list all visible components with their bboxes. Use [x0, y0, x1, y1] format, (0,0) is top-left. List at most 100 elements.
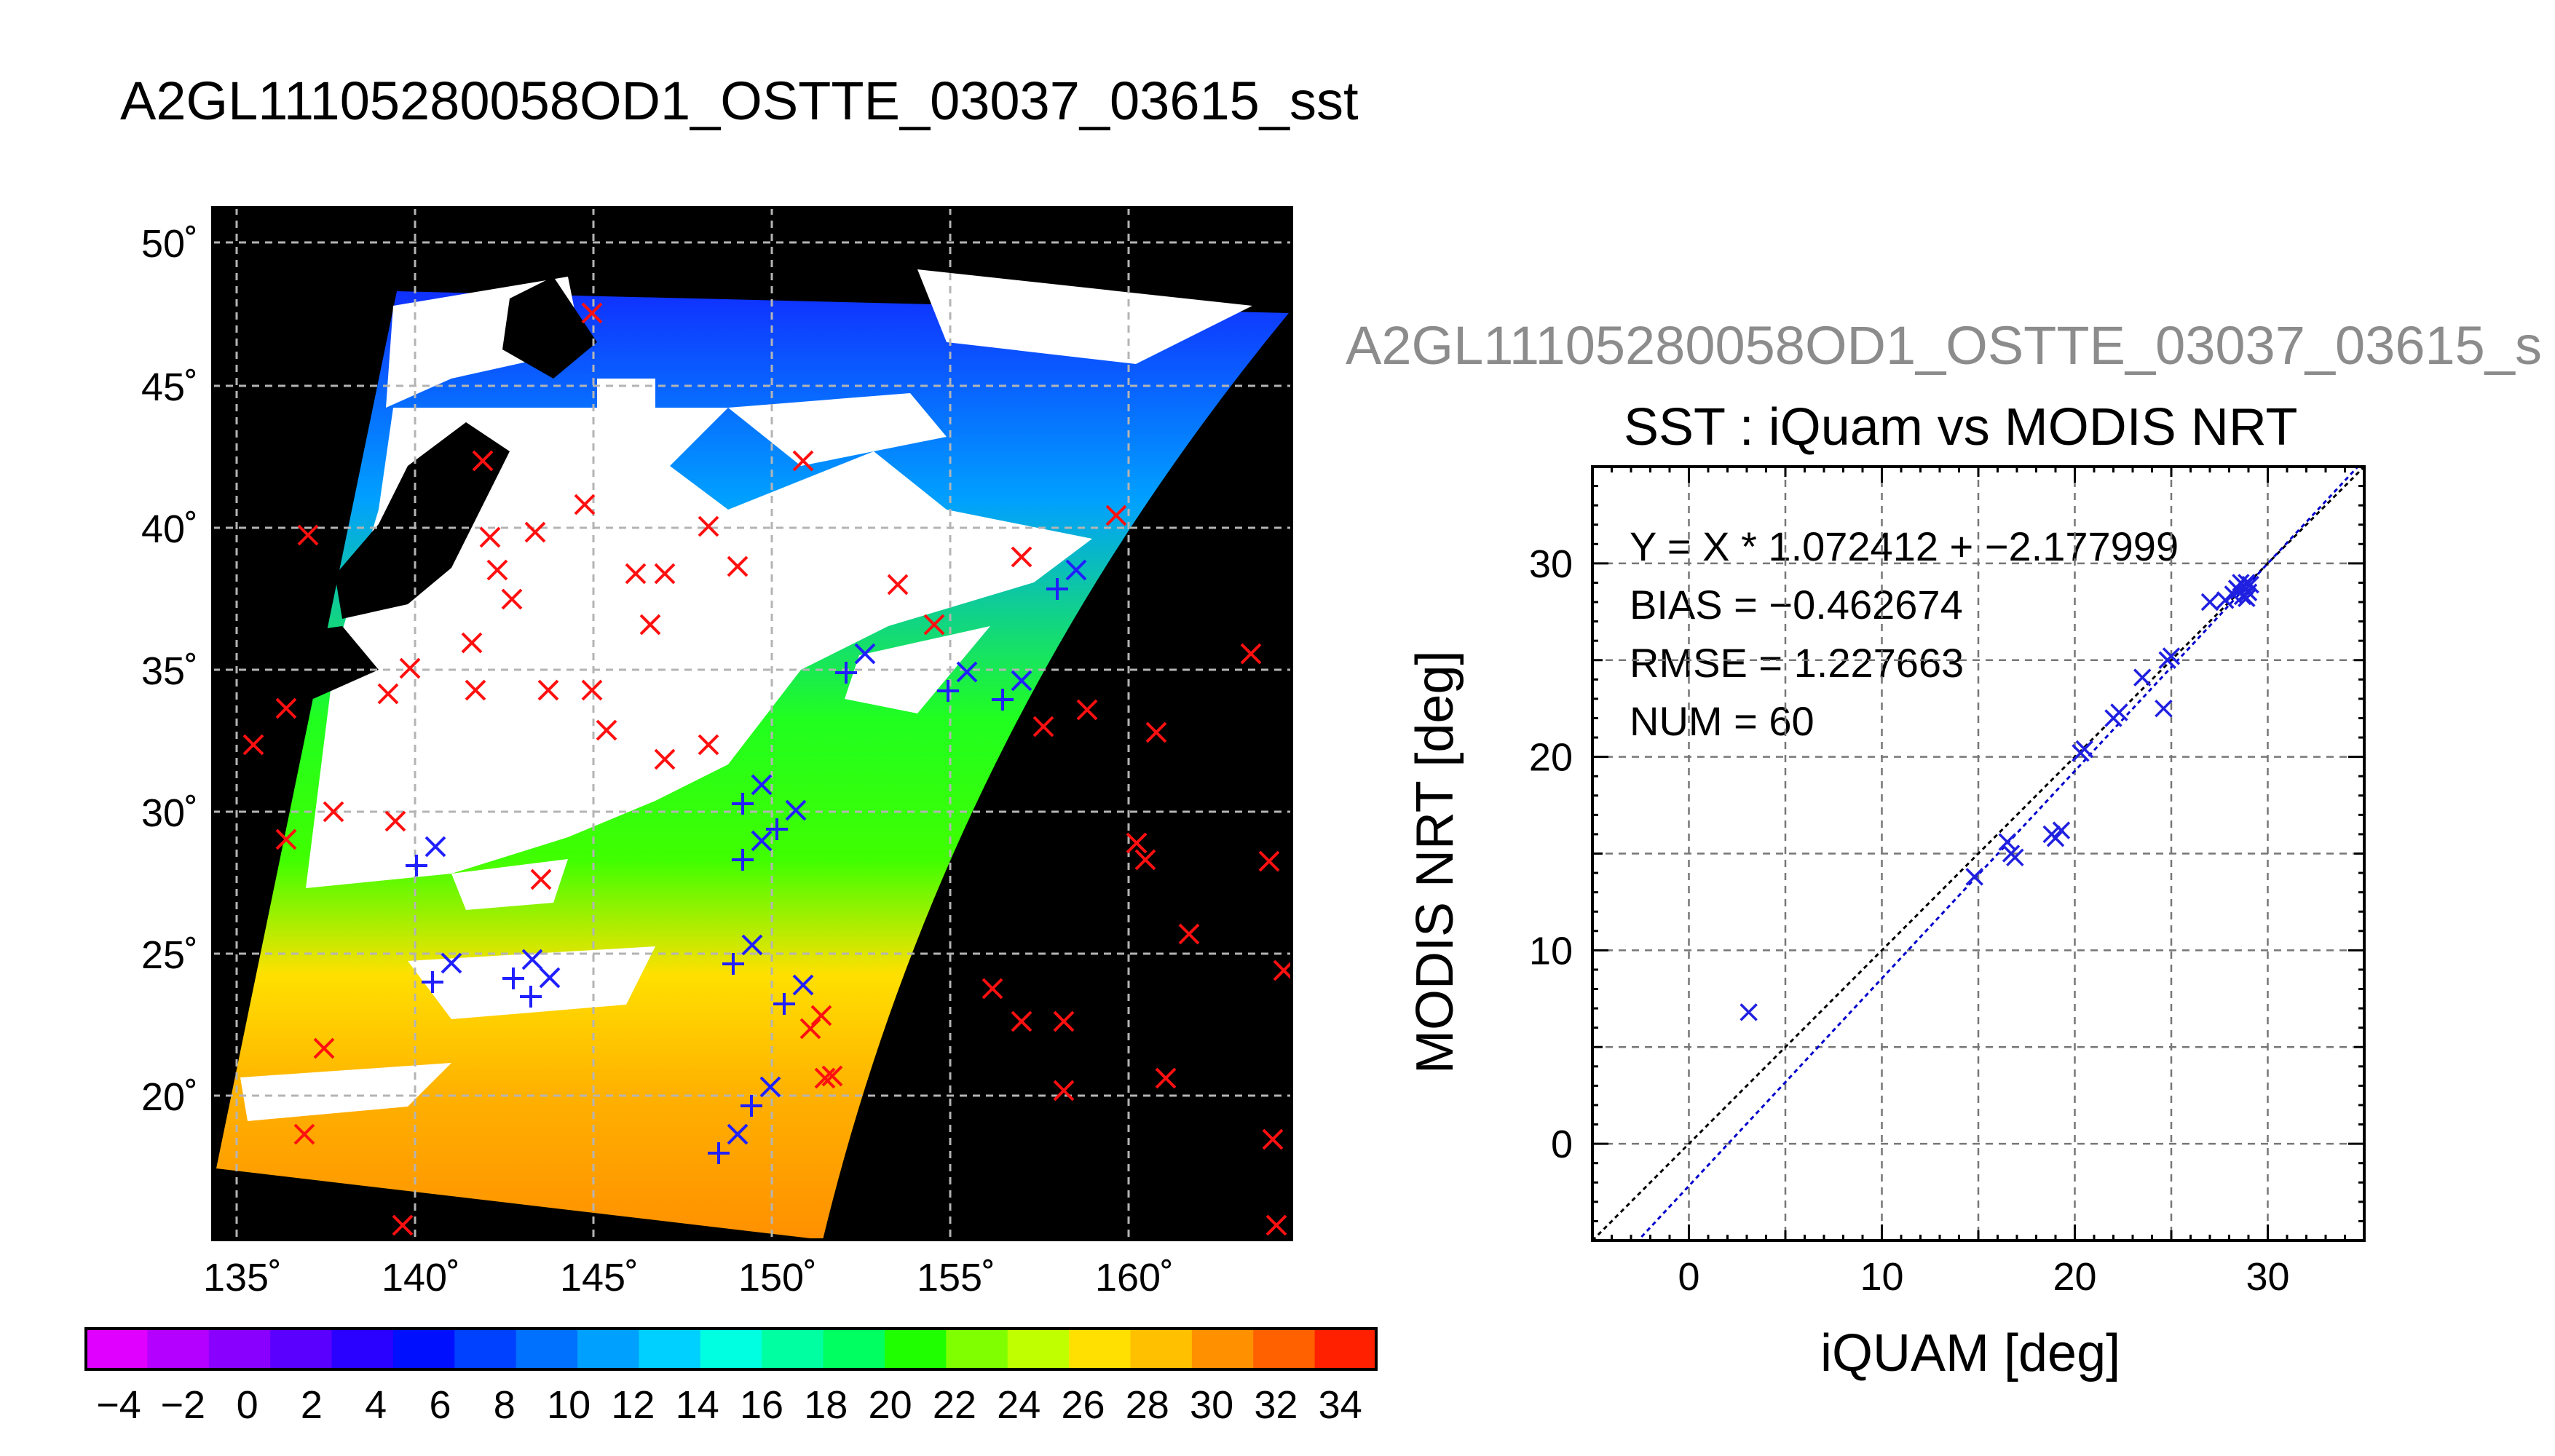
iquam-marker — [501, 588, 523, 610]
colorbar-labels: −4 −2 0 2 4 6 8 10 12 14 16 18 20 22 24 26 28 30 32 34 — [96, 1383, 1362, 1427]
colorbar-segment — [331, 1329, 394, 1369]
lon-tick-label: 160˚ — [1095, 1256, 1174, 1299]
colorbar-segment — [823, 1329, 885, 1369]
iquam-marker — [1053, 1010, 1075, 1032]
iquam-marker — [465, 679, 486, 701]
colorbar-segment — [147, 1329, 210, 1369]
scatter-point — [2006, 848, 2024, 867]
iquam-marker — [581, 302, 603, 324]
colorbar-segment — [884, 1329, 947, 1369]
x-tick-label: 30 — [2246, 1255, 2289, 1299]
scatter-point — [2238, 589, 2256, 607]
colorbar-label: 20 — [869, 1383, 912, 1427]
colorbar-segment — [639, 1329, 701, 1369]
matched-marker — [520, 967, 561, 1008]
scatter-point — [2162, 647, 2181, 665]
colorbar-segment — [946, 1329, 1008, 1369]
colorbar-segment — [1253, 1329, 1316, 1369]
matched-marker — [406, 836, 446, 877]
sst-colorbar — [84, 1327, 1378, 1371]
matched-marker — [732, 774, 773, 815]
iquam-marker — [1126, 832, 1148, 854]
scatter-y-ticks: 0 10 20 30 — [1529, 542, 1573, 1166]
colorbar-label: 4 — [365, 1383, 387, 1427]
scatter-point — [2241, 575, 2259, 594]
iquam-marker — [596, 719, 617, 741]
iquam-marker — [1011, 546, 1032, 568]
matched-marker — [741, 1076, 781, 1117]
colorbar-segment — [392, 1329, 455, 1369]
colorbar-label: 12 — [611, 1383, 655, 1427]
y-tick-label: 20 — [1529, 736, 1573, 780]
x-tick-label: 20 — [2053, 1255, 2096, 1299]
lat-tick-label: 30˚ — [141, 791, 198, 835]
iquam-marker — [1053, 1080, 1075, 1101]
x-tick-label: 10 — [1860, 1255, 1903, 1299]
colorbar-segment — [516, 1329, 578, 1369]
colorbar-label: 30 — [1190, 1383, 1233, 1427]
colorbar-label: 8 — [494, 1383, 516, 1427]
colorbar-segment — [1069, 1329, 1131, 1369]
iquam-markers — [242, 302, 1292, 1236]
y-tick-label: 30 — [1529, 542, 1573, 586]
iquam-marker — [887, 574, 909, 596]
iquam-marker — [537, 679, 559, 701]
map-frame — [211, 206, 1293, 1241]
matched-marker — [722, 934, 763, 975]
iquam-marker — [323, 801, 344, 823]
iquam-marker — [792, 450, 814, 472]
colorbar-label: 10 — [547, 1383, 591, 1427]
colorbar-label: −4 — [96, 1383, 141, 1427]
colorbar-label: 18 — [804, 1383, 848, 1427]
lon-tick-label: 145˚ — [560, 1256, 639, 1299]
num-stat: NUM = 60 — [1630, 698, 1814, 744]
lat-tick-label: 35˚ — [141, 649, 198, 693]
y-tick-label: 10 — [1529, 929, 1573, 973]
land-japan — [240, 277, 597, 728]
iquam-marker — [1076, 699, 1098, 721]
colorbar-label: 24 — [997, 1383, 1040, 1427]
colorbar-label: 14 — [676, 1383, 719, 1427]
map-grid — [213, 207, 1292, 1240]
one-to-one-line — [1592, 467, 2364, 1241]
iquam-marker — [799, 1018, 821, 1040]
iquam-marker — [1145, 721, 1167, 743]
lat-tick-label: 20˚ — [141, 1075, 198, 1119]
fit-equation: Y = X * 1.072412 + −2.177999 — [1630, 523, 2179, 569]
iquam-marker — [698, 515, 719, 537]
scatter-point — [1965, 868, 1983, 886]
iquam-marker — [1178, 923, 1200, 945]
lon-tick-label: 155˚ — [917, 1256, 995, 1299]
iquam-marker — [479, 526, 501, 548]
scatter-x-axis-label: iQUAM [deg] — [1820, 1324, 2121, 1382]
iquam-marker — [399, 657, 421, 679]
colorbar-label: 0 — [237, 1383, 258, 1427]
matched-marker — [766, 799, 807, 840]
colorbar-segment — [208, 1329, 271, 1369]
iquam-marker — [486, 559, 508, 581]
scatter-frame — [1591, 465, 2366, 1242]
colorbar-segment — [700, 1329, 762, 1369]
iquam-marker — [1265, 1214, 1287, 1236]
colorbar-segment — [1130, 1329, 1193, 1369]
y-tick-label: 0 — [1551, 1123, 1573, 1166]
iquam-marker — [461, 632, 483, 654]
lat-tick-label: 50˚ — [141, 222, 198, 266]
matched-marker — [732, 830, 773, 871]
iquam-marker — [384, 810, 406, 832]
scatter-lines — [1592, 467, 2364, 1241]
iquam-marker — [275, 697, 297, 719]
colorbar-label: 34 — [1319, 1383, 1362, 1427]
iquam-marker — [1240, 643, 1262, 665]
iquam-marker — [297, 524, 319, 546]
iquam-marker — [982, 978, 1003, 1000]
iquam-marker — [1011, 1010, 1032, 1032]
iquam-marker — [574, 494, 596, 515]
iquam-marker — [923, 614, 945, 636]
matched-marker — [835, 643, 876, 684]
colorbar-segment — [577, 1329, 639, 1369]
rmse-stat: RMSE = 1.227663 — [1630, 640, 1964, 686]
iquam-marker — [275, 828, 297, 850]
iquam-marker — [293, 1123, 315, 1145]
matched-markers — [406, 559, 1087, 1164]
